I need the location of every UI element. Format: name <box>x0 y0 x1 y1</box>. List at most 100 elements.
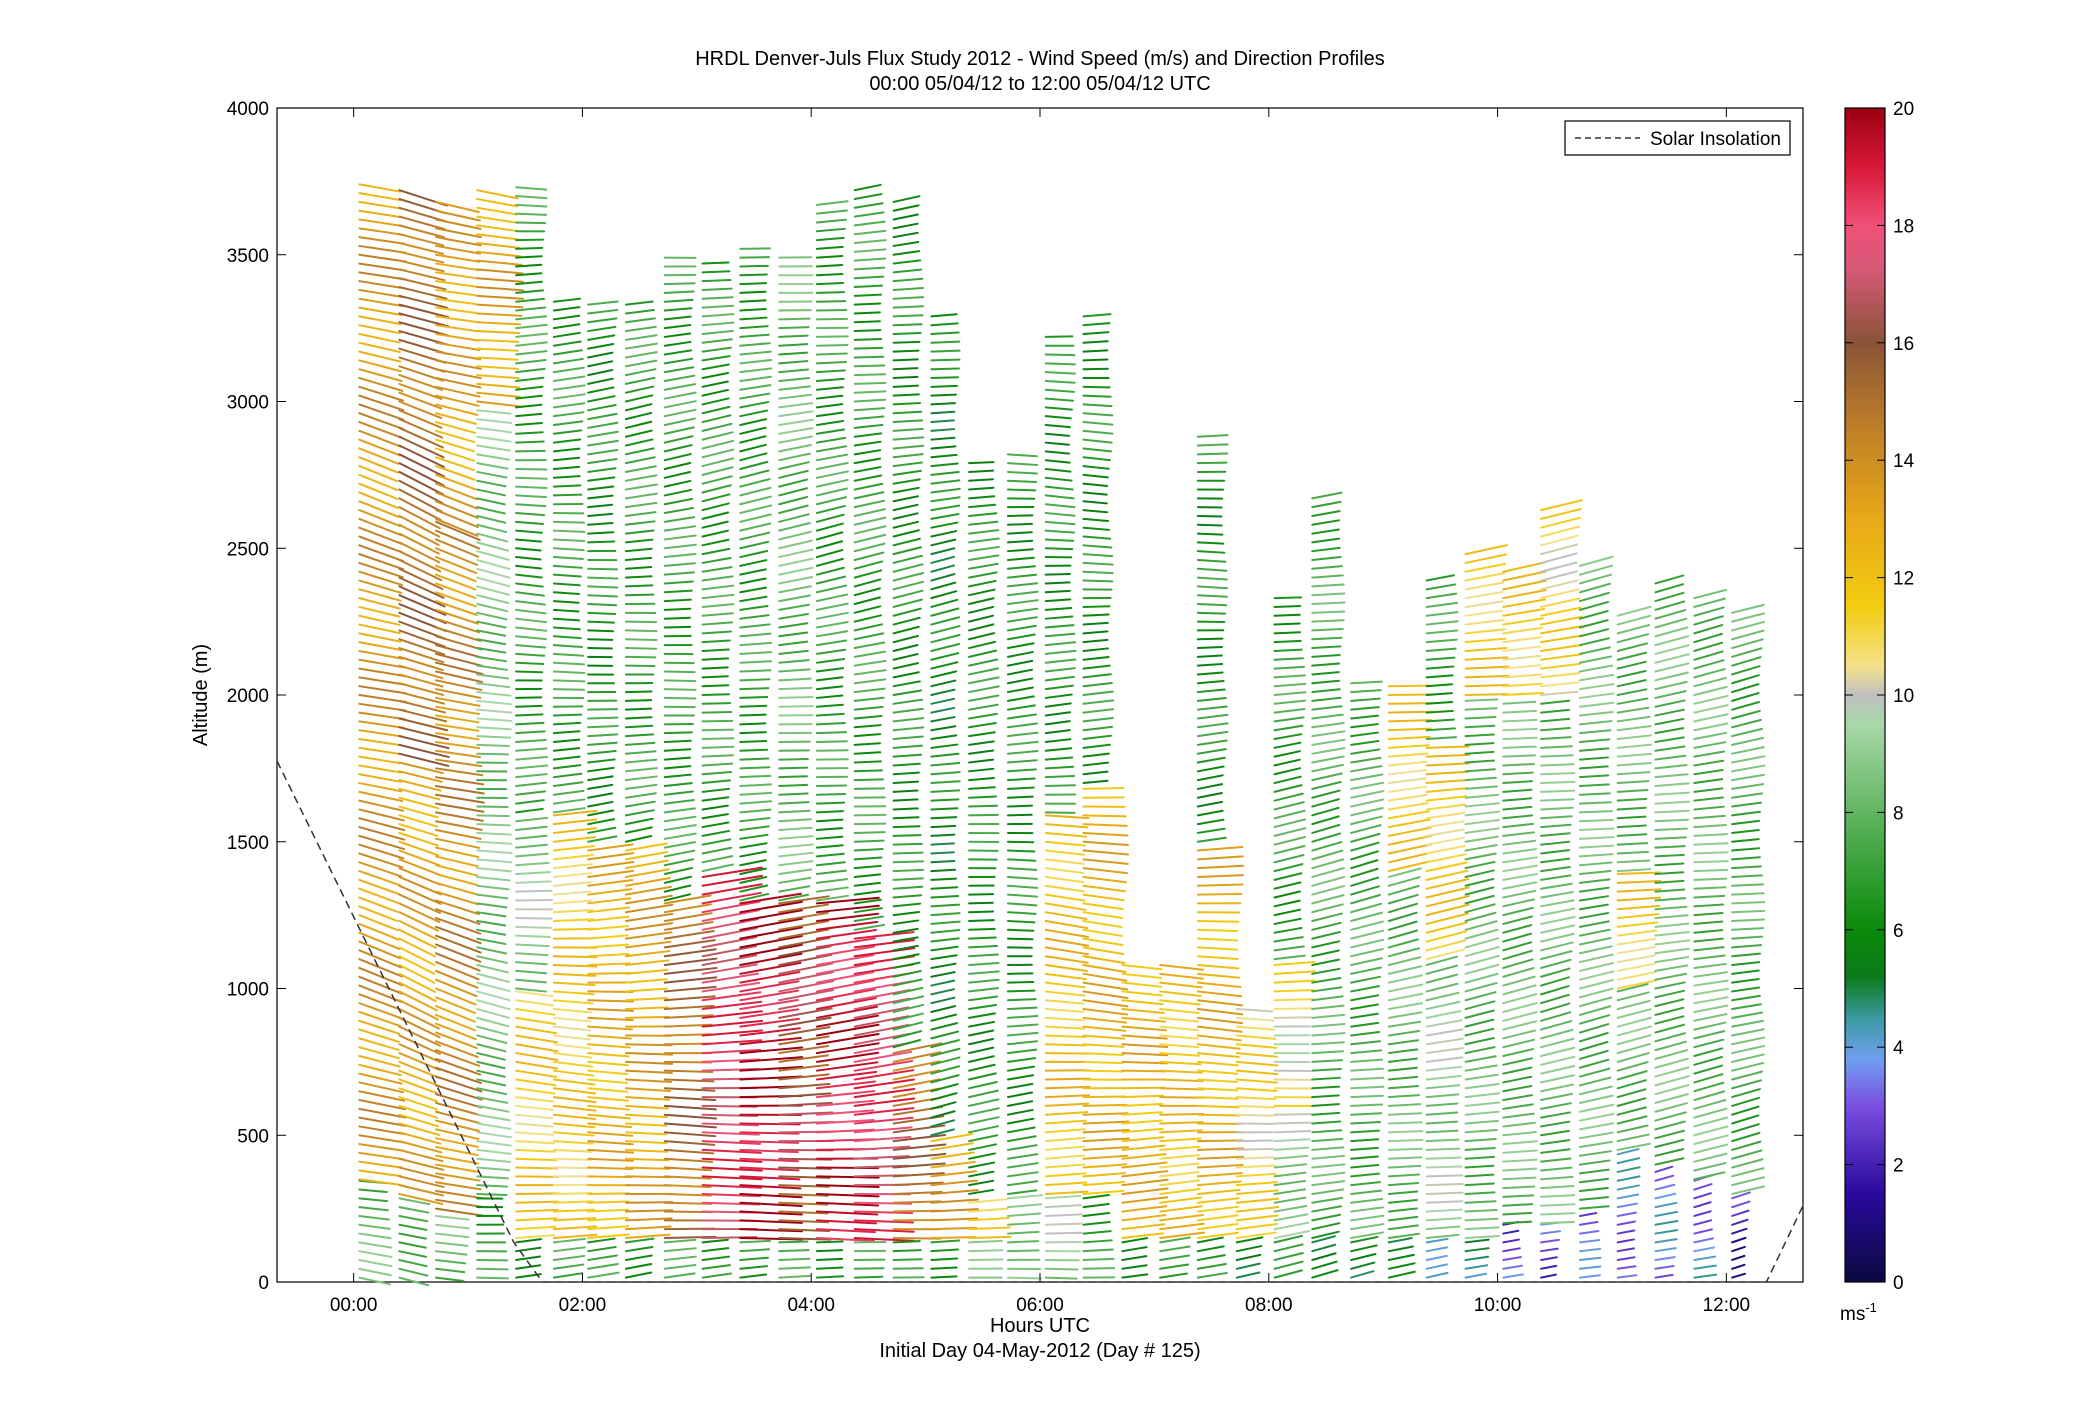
wind-barb <box>663 1131 717 1138</box>
wind-barb <box>1693 987 1729 996</box>
wind-barb <box>515 547 542 552</box>
wind-barb <box>1044 503 1076 509</box>
wind-barb <box>663 357 694 365</box>
wind-barb <box>515 730 546 735</box>
wind-barb <box>398 1122 441 1136</box>
wind-barb <box>701 711 733 714</box>
wind-barb <box>1350 957 1384 967</box>
wind-barb <box>701 1247 730 1253</box>
wind-barb <box>1044 1276 1078 1280</box>
wind-barb <box>1350 680 1383 685</box>
wind-barb <box>739 478 771 488</box>
wind-barb <box>1540 681 1580 688</box>
wind-barb <box>624 575 653 579</box>
wind-barb <box>1311 1129 1343 1134</box>
wind-barb <box>476 514 507 524</box>
wind-barb <box>1235 1147 1274 1151</box>
wind-barb <box>1311 1252 1337 1261</box>
wind-barb <box>1464 759 1495 764</box>
wind-barb <box>552 781 584 787</box>
wind-barb <box>1616 697 1649 705</box>
wind-barb <box>1464 1200 1497 1204</box>
wind-barb <box>552 1254 586 1261</box>
wind-barb <box>778 971 835 984</box>
wind-barb <box>739 1219 803 1224</box>
wind-barb <box>515 871 551 876</box>
wind-barb <box>778 1192 829 1197</box>
wind-barb <box>1044 538 1075 542</box>
wind-barb <box>1350 911 1384 922</box>
wind-barb <box>358 377 404 392</box>
wind-barb <box>1350 806 1384 817</box>
wind-barb <box>624 300 654 306</box>
wind-barb <box>663 298 694 303</box>
wind-barb <box>515 412 543 418</box>
wind-barb <box>1082 656 1110 661</box>
wind-barb <box>624 351 658 359</box>
colorbar-tick-label: 18 <box>1893 216 1914 237</box>
wind-barb <box>663 417 696 426</box>
wind-barb <box>476 532 509 543</box>
wind-barb <box>1159 1236 1191 1244</box>
wind-barb <box>663 580 694 585</box>
wind-barb <box>853 751 882 755</box>
wind-barb <box>1540 899 1575 908</box>
wind-barb <box>1464 1027 1495 1037</box>
wind-barb <box>1082 911 1124 920</box>
wind-barb <box>1006 731 1039 738</box>
wind-barb <box>663 616 691 620</box>
wind-barb <box>663 1096 717 1102</box>
wind-barb <box>853 1069 915 1081</box>
wind-barb <box>624 750 657 755</box>
wind-barb <box>476 400 523 408</box>
wind-barb <box>1578 1247 1602 1253</box>
wind-barb <box>1273 1213 1309 1222</box>
wind-barb <box>1273 998 1315 1002</box>
wind-barb <box>552 798 586 805</box>
wind-barb <box>930 886 959 890</box>
wind-barb <box>1044 1085 1091 1090</box>
wind-barb <box>587 334 616 341</box>
wind-barb <box>587 485 615 491</box>
wind-barb <box>815 712 845 717</box>
wind-barb <box>476 603 509 613</box>
wind-barb <box>624 325 657 333</box>
wind-barb <box>515 1087 556 1095</box>
wind-barb <box>930 771 961 776</box>
wind-barb <box>1693 996 1729 1005</box>
wind-barb <box>1693 929 1724 934</box>
wind-barb <box>1044 598 1072 603</box>
wind-barb <box>1693 1081 1725 1093</box>
wind-barb <box>1654 1006 1685 1016</box>
wind-barb <box>1235 1025 1276 1031</box>
wind-barb <box>1616 1115 1648 1125</box>
wind-barb <box>1311 491 1343 500</box>
wind-barb <box>853 931 915 940</box>
wind-barb <box>815 557 844 567</box>
wind-barb <box>1616 633 1650 644</box>
wind-barb <box>1044 765 1075 770</box>
wind-barb <box>1387 1253 1415 1261</box>
wind-barb <box>587 325 617 333</box>
wind-barb <box>1654 1032 1686 1043</box>
wind-barb <box>968 588 996 597</box>
wind-barb <box>701 363 730 371</box>
wind-barb <box>1540 924 1576 934</box>
wind-barb <box>1350 975 1381 984</box>
wind-barb <box>435 793 485 804</box>
wind-barb <box>1540 727 1571 732</box>
wind-barb <box>476 1192 508 1196</box>
wind-barb <box>587 906 631 914</box>
wind-barb <box>1540 1212 1576 1216</box>
wind-barb <box>968 995 999 1002</box>
wind-barb <box>1082 482 1109 487</box>
wind-barb <box>1425 1165 1463 1169</box>
wind-barb <box>1425 592 1458 600</box>
wind-barb <box>515 652 546 657</box>
wind-barb <box>778 385 812 391</box>
wind-barb <box>1540 1111 1571 1119</box>
wind-barb <box>1273 691 1307 696</box>
wind-barb <box>1196 576 1228 581</box>
wind-barb <box>1082 1043 1125 1048</box>
wind-profile <box>968 461 1012 1279</box>
